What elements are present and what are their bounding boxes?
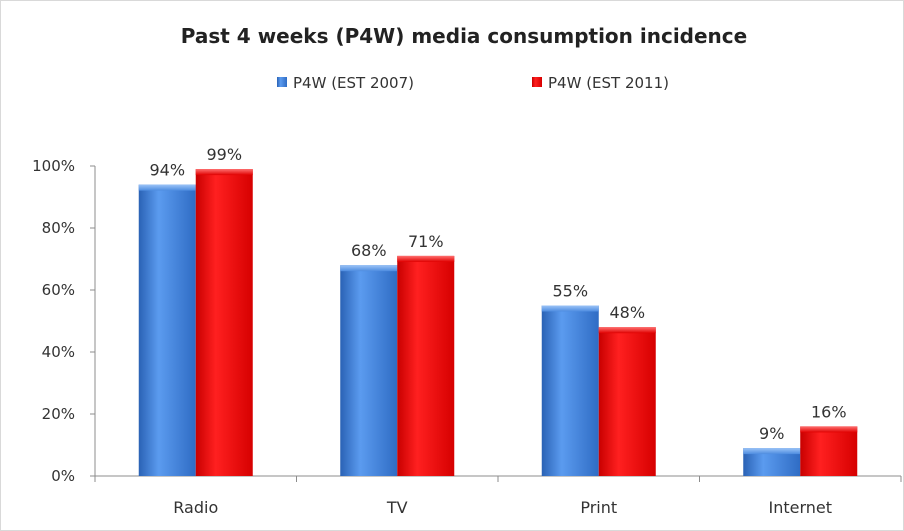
y-tick-label: 0% (51, 467, 75, 485)
x-axis: Radio TV Print Internet (94, 475, 902, 517)
y-tick-label: 60% (42, 281, 75, 299)
bar-cap (138, 184, 196, 191)
bar-body (598, 327, 656, 476)
data-label: 68% (351, 241, 387, 260)
x-tick-label: Print (580, 498, 617, 517)
data-label: 16% (811, 402, 847, 421)
bar-body (800, 426, 858, 476)
y-axis: 0% 20% 40% 60% 80% 100% (32, 157, 96, 485)
bar (340, 265, 398, 476)
bar-body (138, 184, 196, 476)
x-tick-label: Radio (173, 498, 218, 517)
bar-body (340, 265, 398, 476)
bar-cap (541, 305, 599, 312)
y-tick-label: 80% (42, 219, 75, 237)
bar-cap (800, 426, 858, 433)
bars (138, 169, 858, 476)
data-labels: 94% 99% 68% 71% 55% 48% 9% 16% (149, 145, 846, 443)
legend-label-1: P4W (EST 2007) (293, 74, 414, 92)
bar (195, 169, 253, 476)
bar-cap (195, 169, 253, 176)
legend-label-2: P4W (EST 2011) (548, 74, 669, 92)
chart-title: Past 4 weeks (P4W) media consumption inc… (181, 24, 747, 48)
y-tick-label: 40% (42, 343, 75, 361)
legend-swatch-2 (532, 77, 542, 87)
bar (138, 184, 196, 476)
data-label: 71% (408, 232, 444, 251)
bar (743, 448, 801, 476)
data-label: 99% (206, 145, 242, 164)
bar-body (195, 169, 253, 476)
data-label: 48% (609, 303, 645, 322)
legend: P4W (EST 2007) P4W (EST 2011) (277, 74, 669, 92)
bar (541, 305, 599, 476)
bar (598, 327, 656, 476)
y-tick-label: 20% (42, 405, 75, 423)
y-tick-label: 100% (32, 157, 75, 175)
legend-swatch-1 (277, 77, 287, 87)
data-label: 9% (759, 424, 784, 443)
bar-body (541, 305, 599, 476)
data-label: 94% (149, 161, 185, 180)
bar-cap (340, 265, 398, 272)
x-tick-label: TV (386, 498, 408, 517)
data-label: 55% (552, 282, 588, 301)
bar-cap (397, 255, 455, 262)
x-tick-label: Internet (768, 498, 832, 517)
bar (800, 426, 858, 476)
bar-body (397, 255, 455, 476)
bar-cap (743, 448, 801, 455)
bar (397, 255, 455, 476)
bar-cap (598, 327, 656, 334)
